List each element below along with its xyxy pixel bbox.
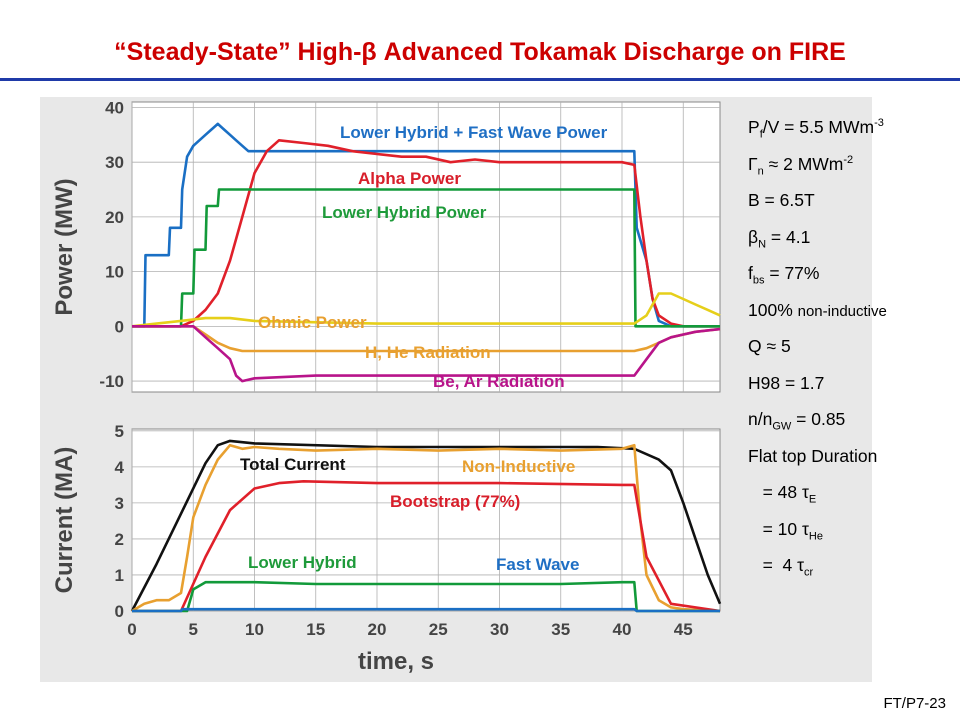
series-line [131,292,721,328]
parameter-line: = 10 τHe [748,519,823,543]
y-tick-label: 5 [115,422,124,441]
slide-id: FT/P7-23 [883,695,946,712]
parameter-pre: = 10 τ [748,518,809,539]
x-tick-label: 15 [306,620,325,639]
parameter-pre: = 4 τ [748,555,805,575]
parameter-sub: He [808,530,823,542]
series-line [132,325,721,383]
series-label: H, He Radiation [365,343,491,362]
parameter-pre: H98 = 1.7 [748,372,825,393]
parameter-pre: Flat top Duration [748,445,878,466]
x-tick-label: 35 [551,620,570,639]
parameter-line: βN = 4.1 [748,227,810,251]
parameter-line: Q ≈ 5 [748,336,791,357]
series-label: Total Current [240,455,346,474]
x-tick-label: 0 [127,620,136,639]
parameter-sub: GW [772,420,792,433]
y-tick-label: -10 [99,372,124,391]
y-tick-label: 20 [105,208,124,227]
parameter-sub: N [758,238,767,250]
parameter-sub: E [808,493,817,506]
y-tick-label: 30 [105,153,124,172]
parameter-pre: Γ [748,153,758,174]
y-tick-label: 10 [105,263,124,282]
series-line [132,607,720,613]
parameter-line: Flat top Duration [748,446,877,467]
parameter-line: fbs = 77% [748,263,819,287]
parameter-pre: n/n [748,409,773,429]
series-label: Be, Ar Radiation [433,372,565,391]
parameter-sub: bs [752,274,765,287]
parameter-line: H98 = 1.7 [748,373,824,394]
parameter-line: = 48 τE [748,482,817,506]
y-axis-label: Power (MW) [51,178,78,315]
x-tick-label: 40 [613,620,632,639]
series-label: Lower Hybrid Power [322,203,487,222]
parameter-pre: Q ≈ 5 [748,336,791,356]
parameter-line: n/nGW = 0.85 [748,409,845,433]
parameter-sub: cr [804,566,814,579]
parameter-sub: n [757,165,764,177]
y-tick-label: 1 [115,566,124,585]
parameter-line: B = 6.5T [748,190,815,211]
series-line [132,479,721,613]
parameter-post: /V = 5.5 MWm [762,117,875,137]
parameter-line: 100% non-inductive [748,300,887,321]
x-tick-label: 5 [189,620,198,639]
series-label: Lower Hybrid [248,553,357,572]
series-label: Alpha Power [358,169,461,188]
parameter-pre: 100% [748,299,798,320]
y-tick-label: 2 [115,530,124,549]
parameter-pre: = 48 τ [748,482,809,502]
y-tick-label: 3 [115,494,124,513]
parameter-post: = 77% [764,263,820,283]
parameter-line: = 4 τcr [748,555,814,579]
series-line [132,138,720,328]
x-axis-label: time, s [358,648,434,675]
parameter-line: Γn ≈ 2 MWm-2 [748,154,853,178]
parameter-post: = 0.85 [791,409,846,429]
series-line [132,580,720,613]
series-label: Lower Hybrid + Fast Wave Power [340,123,608,142]
slide-title: “Steady-State” High-β Advanced Tokamak D… [114,38,846,66]
x-tick-label: 45 [674,620,693,639]
parameter-sup: -2 [843,153,854,166]
series-line [131,443,721,613]
series-line [130,439,722,612]
series-line [132,188,720,328]
y-axis-label: Current (MA) [51,447,78,594]
parameter-tail: non-inductive [797,302,887,320]
y-tick-label: 40 [105,98,124,117]
series-label: Fast Wave [496,555,579,574]
series-label: Non-Inductive [462,457,575,476]
parameter-pre: P [748,117,760,137]
parameter-pre: β [748,226,759,247]
y-tick-label: 4 [115,458,125,477]
parameter-line: Pf/V = 5.5 MWm-3 [748,117,884,141]
parameter-sub: f [759,128,763,141]
series-label: Bootstrap (77%) [390,492,520,511]
parameter-pre: f [748,263,753,283]
x-tick-label: 20 [368,620,387,639]
parameter-sup: -3 [874,117,884,130]
x-tick-label: 25 [429,620,448,639]
annotation-label: Ohmic Power [258,313,367,332]
x-tick-label: 10 [245,620,264,639]
y-tick-label: 0 [115,602,124,621]
title-divider [0,78,960,81]
y-tick-label: 0 [115,317,124,336]
parameter-pre: B = 6.5T [748,190,815,210]
x-tick-label: 30 [490,620,509,639]
parameter-post: = 4.1 [766,226,811,247]
parameter-post: ≈ 2 MWm [763,153,844,174]
